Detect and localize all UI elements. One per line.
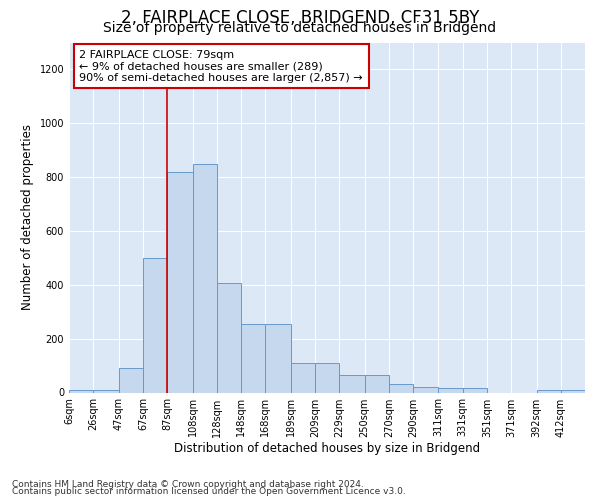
Bar xyxy=(167,172,193,392)
Text: Contains public sector information licensed under the Open Government Licence v3: Contains public sector information licen… xyxy=(12,488,406,496)
Bar xyxy=(413,387,439,392)
Bar xyxy=(143,258,167,392)
Bar xyxy=(93,390,119,392)
Text: 2 FAIRPLACE CLOSE: 79sqm
← 9% of detached houses are smaller (289)
90% of semi-d: 2 FAIRPLACE CLOSE: 79sqm ← 9% of detache… xyxy=(79,50,363,82)
Bar xyxy=(119,368,143,392)
Text: Contains HM Land Registry data © Crown copyright and database right 2024.: Contains HM Land Registry data © Crown c… xyxy=(12,480,364,489)
Bar xyxy=(339,375,365,392)
Bar xyxy=(265,324,290,392)
Bar xyxy=(389,384,413,392)
X-axis label: Distribution of detached houses by size in Bridgend: Distribution of detached houses by size … xyxy=(174,442,480,456)
Bar xyxy=(69,390,93,392)
Bar xyxy=(217,284,241,393)
Bar xyxy=(463,388,487,392)
Text: Size of property relative to detached houses in Bridgend: Size of property relative to detached ho… xyxy=(103,21,497,35)
Text: 2, FAIRPLACE CLOSE, BRIDGEND, CF31 5BY: 2, FAIRPLACE CLOSE, BRIDGEND, CF31 5BY xyxy=(121,9,479,27)
Bar xyxy=(365,375,389,392)
Bar xyxy=(241,324,265,392)
Y-axis label: Number of detached properties: Number of detached properties xyxy=(21,124,34,310)
Bar xyxy=(290,363,315,392)
Bar xyxy=(193,164,217,392)
Bar xyxy=(315,363,339,392)
Bar xyxy=(536,390,561,392)
Bar xyxy=(439,388,463,392)
Bar xyxy=(561,390,585,392)
